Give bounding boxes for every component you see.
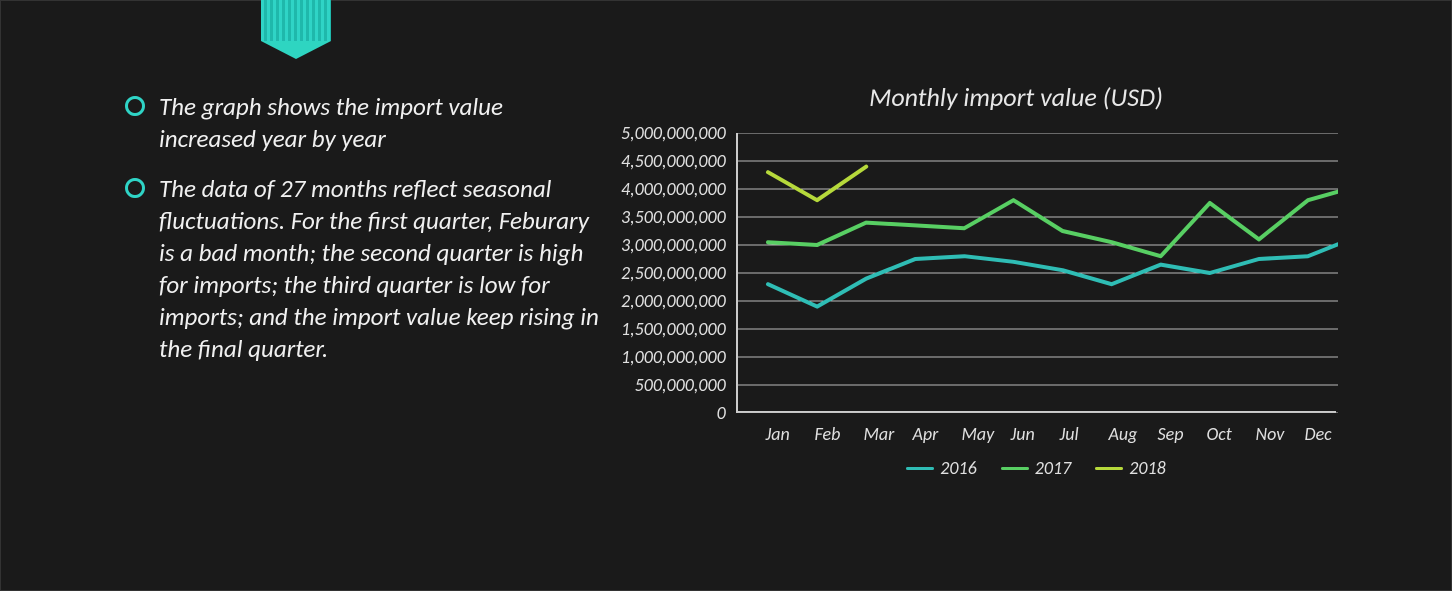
- x-tick-label: Aug: [1109, 423, 1110, 445]
- bullet-text: The data of 27 months reflect seasonal f…: [159, 173, 599, 364]
- legend-item-2016: 2016: [906, 457, 977, 479]
- y-tick-label: 2,000,000,000: [621, 292, 726, 310]
- x-tick-label: Oct: [1207, 423, 1208, 445]
- y-tick-label: 5,000,000,000: [621, 124, 726, 142]
- y-tick-label: 500,000,000: [635, 376, 726, 394]
- slide: The graph shows the import value increas…: [0, 0, 1452, 591]
- plot-area: [736, 133, 1336, 413]
- legend-swatch: [1001, 467, 1029, 470]
- x-axis-labels: Jan Feb Mar Apr May Jun Jul Aug Sep Oct Nov Dec: [766, 423, 1306, 445]
- content-row: The graph shows the import value increas…: [121, 81, 1411, 550]
- bullet-text: The graph shows the import value increas…: [159, 91, 503, 154]
- bullet-ul: The graph shows the import value increas…: [121, 91, 601, 365]
- x-tick-label: Sep: [1158, 423, 1159, 445]
- x-tick-label: Jun: [1011, 423, 1012, 445]
- x-tick-label: Feb: [815, 423, 816, 445]
- ribbon-decoration: [261, 0, 331, 41]
- x-tick-label: Jan: [766, 423, 767, 445]
- legend-label: 2016: [940, 457, 977, 479]
- bullet-item: The data of 27 months reflect seasonal f…: [121, 173, 601, 365]
- y-tick-label: 0: [717, 404, 726, 422]
- x-tick-label: May: [962, 423, 963, 445]
- y-tick-label: 1,500,000,000: [621, 320, 726, 338]
- chart-legend: 2016 2017 2018: [736, 457, 1336, 479]
- legend-swatch: [906, 467, 934, 470]
- bullet-item: The graph shows the import value increas…: [121, 91, 601, 155]
- chart-svg: [738, 133, 1338, 413]
- bullet-list: The graph shows the import value increas…: [121, 81, 601, 550]
- legend-swatch: [1095, 467, 1123, 470]
- x-tick-label: Apr: [913, 423, 914, 445]
- y-tick-label: 4,500,000,000: [621, 152, 726, 170]
- legend-item-2018: 2018: [1095, 457, 1166, 479]
- series-line-2016: [768, 237, 1338, 307]
- y-axis-labels: 5,000,000,000 4,500,000,000 4,000,000,000 3…: [621, 124, 736, 422]
- x-tick-label: Jul: [1060, 423, 1061, 445]
- chart-wrap: 5,000,000,0004,500,000,0004,000,000,0003…: [621, 133, 1411, 413]
- y-tick-label: 3,000,000,000: [621, 236, 726, 254]
- chart-title: Monthly import value (USD): [621, 81, 1411, 113]
- chart-panel: Monthly import value (USD) 5,000,000,000…: [621, 81, 1411, 550]
- legend-label: 2018: [1129, 457, 1166, 479]
- x-tick-label: Nov: [1256, 423, 1257, 445]
- legend-item-2017: 2017: [1001, 457, 1072, 479]
- legend-label: 2017: [1035, 457, 1072, 479]
- series-line-2018: [768, 167, 866, 201]
- x-tick-label: Dec: [1305, 423, 1306, 445]
- y-tick-label: 4,000,000,000: [621, 180, 726, 198]
- series-line-2017: [768, 186, 1338, 256]
- y-tick-label: 2,500,000,000: [621, 264, 726, 282]
- x-tick-label: Mar: [864, 423, 865, 445]
- y-tick-label: 1,000,000,000: [621, 348, 726, 366]
- y-tick-label: 3,500,000,000: [621, 208, 726, 226]
